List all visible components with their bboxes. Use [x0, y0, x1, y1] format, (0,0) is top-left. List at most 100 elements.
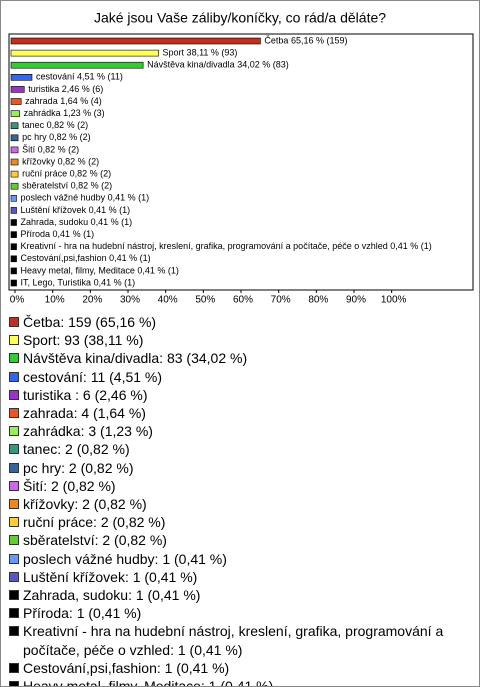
bar	[10, 170, 19, 178]
legend-swatch	[9, 608, 19, 619]
x-tick-label: 100%	[381, 295, 407, 306]
bar	[10, 243, 17, 250]
legend-swatch	[9, 444, 19, 455]
data-label: zahrádka 1,23 % (3)	[24, 108, 105, 118]
legend-swatch	[9, 517, 19, 528]
x-tick-label: 50%	[195, 295, 215, 306]
bar	[10, 195, 17, 202]
legend-item: Sport: 93 (38,11 %)	[9, 331, 449, 349]
x-tick-label: 20%	[82, 295, 102, 306]
bar	[10, 98, 22, 105]
data-label: IT, Lego, Turistika 0,41 % (1)	[21, 277, 136, 287]
chart-title: Jaké jsou Vaše záliby/koníčky, co rád/a …	[94, 10, 386, 26]
legend-label: Kreativní - hra na hudební nástroj, kres…	[23, 623, 444, 658]
legend-swatch	[9, 335, 19, 346]
legend-label: Zahrada, sudoku: 1 (0,41 %)	[23, 587, 201, 604]
legend-swatch	[9, 480, 19, 491]
legend-item: Heavy metal, filmy, Meditace: 1 (0,41 %)	[9, 677, 449, 687]
legend-item: Zahrada, sudoku: 1 (0,41 %)	[9, 586, 449, 604]
legend-item: tanec: 2 (0,82 %)	[9, 440, 449, 458]
legend-item: pc hry: 2 (0,82 %)	[9, 459, 449, 477]
data-label: Sport 38,11 % (93)	[163, 47, 238, 57]
data-label: Heavy metal, filmy, Meditace 0,41 % (1)	[21, 265, 179, 275]
legend-label: poslech vážné hudby: 1 (0,41 %)	[23, 550, 227, 567]
legend-item: zahrada: 4 (1,64 %)	[9, 404, 449, 422]
x-tick-label: 40%	[158, 295, 178, 306]
bar	[10, 61, 144, 69]
data-label: sběratelství 0,82 % (2)	[22, 181, 112, 191]
bar	[10, 231, 17, 238]
bar	[10, 219, 17, 226]
data-label: ruční práce 0,82 % (2)	[22, 168, 111, 178]
legend-swatch	[9, 571, 19, 582]
x-tick-label: 60%	[233, 295, 253, 306]
legend-swatch	[9, 371, 19, 382]
bar	[10, 279, 17, 287]
legend-label: Sport: 93 (38,11 %)	[23, 332, 144, 349]
legend-swatch	[9, 535, 19, 546]
legend-item: ruční práce: 2 (0,82 %)	[9, 513, 449, 531]
legend-swatch	[9, 662, 19, 673]
x-tick-label: 0%	[10, 295, 25, 306]
bar	[10, 182, 19, 190]
legend-swatch	[9, 681, 19, 686]
legend-label: turistika : 6 (2,46 %)	[23, 386, 148, 403]
x-tick-label: 30%	[120, 295, 140, 306]
legend-item: poslech vážné hudby: 1 (0,41 %)	[9, 550, 449, 568]
bar	[10, 207, 17, 214]
data-label: křížovky 0,82 % (2)	[22, 156, 99, 166]
data-label: Kreativní - hra na hudební nástroj, kres…	[21, 241, 432, 251]
legend-label: pc hry: 2 (0,82 %)	[23, 459, 134, 476]
legend-label: Cestování,psi,fashion: 1 (0,41 %)	[23, 659, 230, 676]
legend-item: Příroda: 1 (0,41 %)	[9, 604, 449, 622]
data-label: turistika 2,46 % (6)	[28, 84, 103, 94]
legend-label: Četba: 159 (65,16 %)	[23, 314, 157, 330]
data-label: Četba 65,16 % (159)	[264, 35, 347, 45]
x-tick-label: 80%	[308, 295, 328, 306]
legend-label: Příroda: 1 (0,41 %)	[23, 605, 142, 622]
bar	[10, 158, 19, 166]
legend-label: Návštěva kina/divadla: 83 (34,02 %)	[23, 350, 248, 367]
legend-item: Kreativní - hra na hudební nástroj, kres…	[9, 622, 449, 658]
legend-item: křížovky: 2 (0,82 %)	[9, 495, 449, 513]
legend-label: zahrada: 4 (1,64 %)	[23, 405, 146, 422]
data-label: Příroda 0,41 % (1)	[21, 229, 95, 239]
legend-swatch	[9, 626, 19, 637]
x-tick-label: 10%	[45, 295, 65, 306]
bar	[10, 255, 17, 263]
legend-label: tanec: 2 (0,82 %)	[23, 441, 130, 458]
legend-swatch	[9, 389, 19, 400]
legend-swatch	[9, 553, 19, 564]
legend-item: Šití: 2 (0,82 %)	[9, 477, 449, 495]
legend-item: turistika : 6 (2,46 %)	[9, 386, 449, 404]
data-label: poslech vážné hudby 0,41 % (1)	[21, 193, 150, 203]
legend-swatch	[9, 353, 19, 364]
chart: Jaké jsou Vaše záliby/koníčky, co rád/a …	[8, 10, 474, 306]
legend-label: sběratelství: 2 (0,82 %)	[23, 532, 167, 549]
bar	[10, 49, 159, 57]
data-label: Zahrada, sudoku 0,41 % (1)	[21, 217, 133, 227]
legend-swatch	[9, 317, 19, 327]
legend-item: Cestování,psi,fashion: 1 (0,41 %)	[9, 659, 449, 677]
data-label: pc hry 0,82 % (2)	[22, 132, 91, 142]
legend-label: Heavy metal, filmy, Meditace: 1 (0,41 %)	[23, 678, 274, 687]
legend-item: sběratelství: 2 (0,82 %)	[9, 531, 449, 549]
legend-label: cestování: 11 (4,51 %)	[23, 368, 163, 385]
data-label: cestování 4,51 % (11)	[36, 72, 123, 82]
bar	[10, 122, 19, 129]
legend-label: zahrádka: 3 (1,23 %)	[23, 423, 153, 440]
legend-swatch	[9, 408, 19, 419]
x-tick-label: 70%	[271, 295, 291, 306]
legend-swatch	[9, 462, 19, 473]
legend-label: ruční práce: 2 (0,82 %)	[23, 514, 166, 531]
data-label: Šití 0,82 % (2)	[22, 144, 79, 154]
legend: Četba: 159 (65,16 %) Sport: 93 (38,11 %) N…	[9, 313, 449, 687]
data-label: Cestování,psi,fashion 0,41 % (1)	[21, 253, 151, 263]
data-label: zahrada 1,64 % (4)	[25, 96, 102, 106]
legend-item: Četba: 159 (65,16 %)	[9, 313, 449, 331]
data-label: Luštění křížovek 0,41 % (1)	[21, 205, 131, 215]
legend-item: Luštění křížovek: 1 (0,41 %)	[9, 568, 449, 586]
legend-label: Luštění křížovek: 1 (0,41 %)	[23, 568, 198, 585]
legend-item: Návštěva kina/divadla: 83 (34,02 %)	[9, 349, 449, 367]
